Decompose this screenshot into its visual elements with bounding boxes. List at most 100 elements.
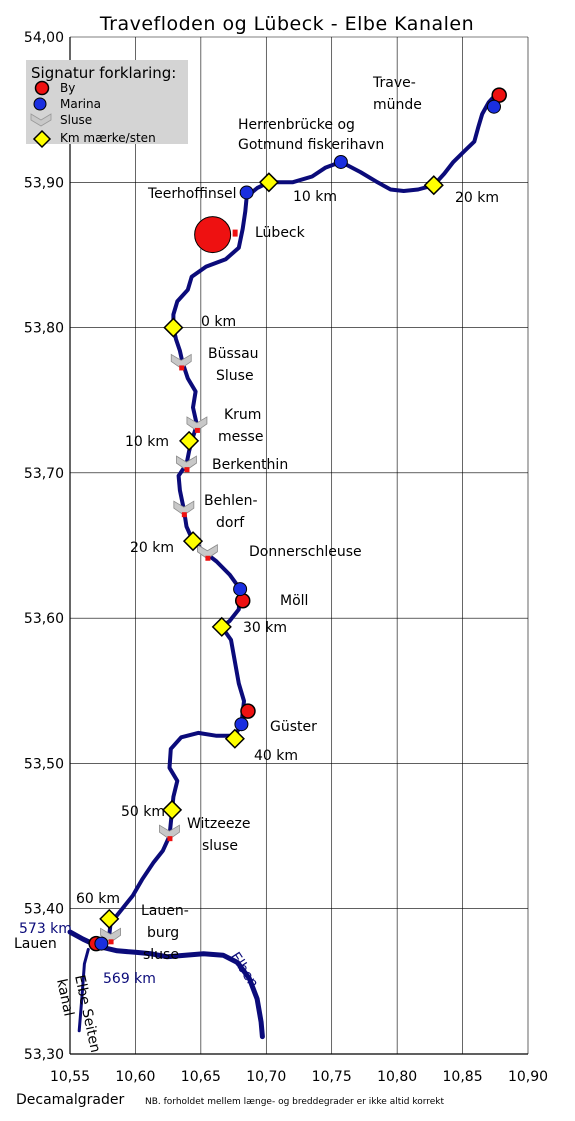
lock-chevron-icon xyxy=(30,113,52,127)
km-markers-layer xyxy=(99,172,444,929)
label-herrenbrucke-1: Herrenbrücke og xyxy=(238,117,355,133)
city-marker-icon xyxy=(240,703,256,719)
axis-frame xyxy=(69,37,528,1055)
label-km30: 30 km xyxy=(243,620,287,636)
axis-note: NB. forholdet mellem længe- og breddegra… xyxy=(145,1097,445,1107)
city-marker-icon xyxy=(234,592,251,609)
marina-marker-icon xyxy=(234,717,249,732)
legend-label-marina: Marina xyxy=(60,97,101,111)
grid-lines xyxy=(69,36,529,1055)
label-guster: Güster xyxy=(270,719,317,735)
km-marker-icon xyxy=(162,799,183,820)
label-km10: 10 km xyxy=(125,434,169,450)
map-labels: Trave- münde Herrenbrücke og Gotmund fis… xyxy=(14,75,499,1054)
lock-chevron-icon xyxy=(173,500,195,516)
lock-gate-mark xyxy=(184,467,190,473)
legend-label-sluse: Sluse xyxy=(60,113,92,127)
y-tick-label: 53,50 xyxy=(24,756,64,772)
lock-gate-mark xyxy=(179,365,185,371)
km-marker-icon xyxy=(182,531,204,552)
lock-gate-mark xyxy=(205,555,211,561)
marina-marker-icon xyxy=(233,582,248,597)
red-circle-icon xyxy=(34,80,50,96)
x-tick-labels: 10,55 10,60 10,65 10,70 10,75 10,80 10,85 10,90 xyxy=(50,1069,548,1085)
x-axis-label: Decamalgrader xyxy=(16,1092,124,1108)
km-marker-icon xyxy=(99,908,120,929)
km-marker-icon xyxy=(423,175,444,196)
y-tick-label: 53,60 xyxy=(24,611,64,627)
legend-title: Signatur forklaring: xyxy=(31,64,176,82)
marina-marker-icon xyxy=(486,99,501,114)
label-lauenburg-2: burg xyxy=(147,925,179,941)
x-tick-label: 10,85 xyxy=(443,1069,483,1085)
y-tick-labels: 54,00 53,90 53,80 53,70 53,60 53,50 53,40 53,30 xyxy=(24,30,64,1063)
label-behlen-1: Behlen- xyxy=(204,493,258,509)
label-lauen-city: Lauen xyxy=(14,936,57,952)
km-marker-icon xyxy=(179,430,200,451)
label-lauenburg-3: sluse xyxy=(143,947,179,963)
label-km573: 573 km xyxy=(19,921,72,937)
y-tick-label: 53,40 xyxy=(24,902,64,918)
km-marker-icon xyxy=(163,317,184,338)
x-tick-label: 10,75 xyxy=(312,1069,352,1085)
trave-elbe-canal-route xyxy=(107,88,502,937)
label-travemunde-2: münde xyxy=(373,97,422,113)
legend-background xyxy=(26,60,188,144)
label-lubeck: Lübeck xyxy=(255,225,306,241)
label-witzeeze-1: Witzeeze xyxy=(187,816,250,832)
label-bussau-2: Sluse xyxy=(216,368,254,384)
label-krum-1: Krum xyxy=(224,407,261,423)
label-krum-2: messe xyxy=(218,429,263,445)
yellow-diamond-icon xyxy=(32,129,52,149)
legend-label-km: Km mærke/sten xyxy=(60,131,156,145)
label-teerhoffinsel: Teerhoffinsel xyxy=(147,186,237,202)
lock-gate-mark xyxy=(194,427,200,433)
label-moll: Möll xyxy=(280,593,308,609)
lock-gate-mark xyxy=(167,836,173,842)
label-herrenbrucke-2: Gotmund fiskerihavn xyxy=(238,137,384,153)
x-tick-label: 10,60 xyxy=(115,1069,155,1085)
y-tick-label: 53,30 xyxy=(24,1047,64,1063)
legend-label-by: By xyxy=(60,81,75,95)
x-tick-label: 10,55 xyxy=(50,1069,90,1085)
legend: Signatur forklaring: By Marina Sluse Km … xyxy=(26,60,188,149)
label-elben: Elben xyxy=(227,949,262,991)
x-tick-label: 10,65 xyxy=(181,1069,221,1085)
label-elbe-seiten-2: kanal xyxy=(53,978,77,1018)
elbe-seiten-canal xyxy=(77,947,90,1033)
label-km60: 60 km xyxy=(76,891,120,907)
lock-chevron-icon xyxy=(170,353,192,369)
locks-layer xyxy=(100,353,218,945)
x-tick-label: 10,70 xyxy=(246,1069,286,1085)
label-witzeeze-2: sluse xyxy=(202,838,238,854)
label-km0: 0 km xyxy=(201,314,236,330)
label-behlen-2: dorf xyxy=(216,515,245,531)
label-km20: 20 km xyxy=(130,540,174,556)
label-berkenthin: Berkenthin xyxy=(212,457,288,473)
km-marker-icon xyxy=(211,616,232,637)
label-km40: 40 km xyxy=(254,748,298,764)
y-tick-label: 54,00 xyxy=(24,30,64,46)
x-tick-label: 10,80 xyxy=(377,1069,417,1085)
label-travemunde-1: Trave- xyxy=(372,75,416,91)
label-lauenburg-1: Lauen- xyxy=(141,903,189,919)
marina-marker-icon xyxy=(333,154,348,169)
cities-layer xyxy=(88,87,507,952)
city-harbour-mark xyxy=(232,229,238,237)
y-tick-label: 53,70 xyxy=(24,466,64,482)
label-km569: 569 km xyxy=(103,971,156,987)
marina-marker-icon xyxy=(94,936,109,951)
km-marker-icon xyxy=(224,728,245,749)
lock-gate-mark xyxy=(181,512,187,518)
lock-chevron-icon xyxy=(100,927,121,943)
blue-circle-icon xyxy=(33,97,47,111)
marina-marker-icon xyxy=(239,185,254,200)
y-tick-label: 53,80 xyxy=(24,321,64,337)
city-marker-icon xyxy=(194,216,232,254)
lock-chevron-icon xyxy=(197,544,218,560)
label-km50: 50 km xyxy=(121,804,165,820)
map-title: Travefloden og Lübeck - Elbe Kanalen xyxy=(99,13,474,35)
label-donnerschleuse: Donnerschleuse xyxy=(249,544,362,560)
lock-gate-mark xyxy=(108,939,114,945)
